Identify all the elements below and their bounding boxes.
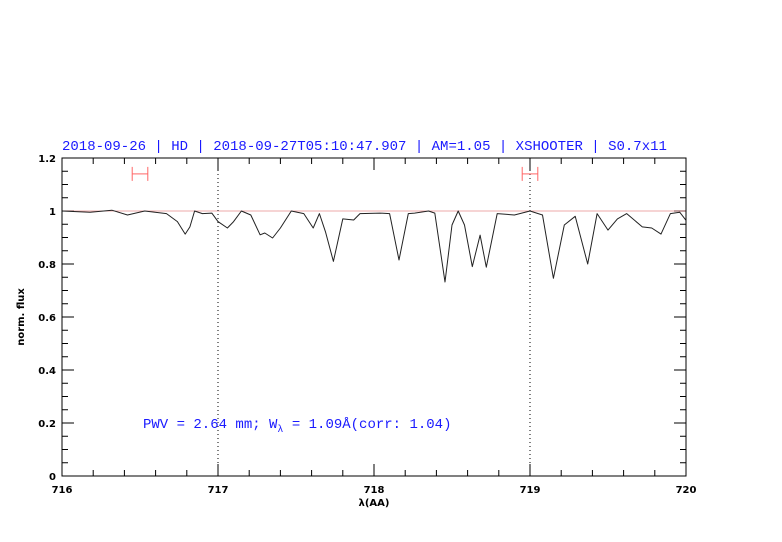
spectrum-line — [61, 209, 687, 283]
x-tick-label: 716 — [52, 485, 73, 496]
plot-frame — [61, 157, 687, 477]
x-tick-label: 719 — [520, 485, 541, 496]
x-axis-label: λ(AA) — [359, 498, 390, 509]
chart-title: 2018-09-26 | HD | 2018-09-27T05:10:47.90… — [62, 139, 667, 155]
y-tick-label: 1 — [49, 207, 56, 218]
y-tick-label: 0.2 — [38, 419, 56, 430]
y-axis-label: norm. flux — [16, 288, 27, 346]
x-tick-label: 720 — [676, 485, 697, 496]
interval-marker — [131, 166, 149, 181]
interval-marker — [521, 166, 539, 181]
y-tick-label: 0.4 — [38, 366, 56, 377]
y-tick-label: 0 — [49, 472, 56, 483]
y-tick-label: 0.6 — [38, 313, 56, 324]
pwv-annotation: PWV = 2.64 mm; Wλ = 1.09Å(corr: 1.04) — [143, 416, 451, 436]
x-tick-label: 718 — [364, 485, 385, 496]
y-tick-label: 0.8 — [38, 260, 56, 271]
y-tick-label: 1.2 — [38, 154, 56, 165]
x-tick-label: 717 — [208, 485, 229, 496]
